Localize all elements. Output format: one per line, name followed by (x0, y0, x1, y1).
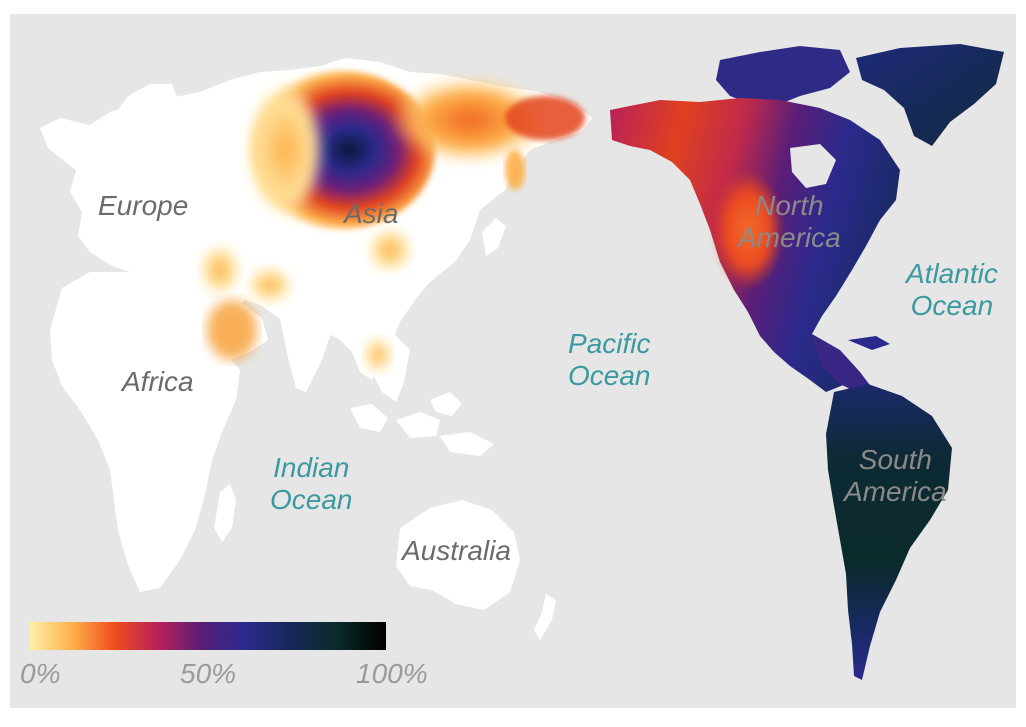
colorbar-tick-max: 100% (356, 658, 428, 689)
label-australia: Australia (402, 535, 511, 566)
label-pacific-ocean: Pacific Ocean (568, 328, 651, 392)
colorbar-gradient (30, 622, 386, 650)
south-america (826, 384, 952, 680)
greenland (856, 44, 1004, 146)
colorbar (30, 622, 386, 650)
na-hot-core (712, 170, 784, 290)
hudson-bay (790, 144, 836, 188)
label-atlantic-ocean: Atlantic Ocean (906, 258, 998, 322)
arctic-islands (716, 46, 850, 104)
colorbar-tick-mid: 50% (180, 658, 237, 689)
label-indian-ocean: Indian Ocean (270, 452, 353, 516)
label-europe: Europe (98, 190, 189, 221)
label-south-america: South America (844, 444, 947, 508)
label-africa: Africa (122, 366, 194, 397)
caribbean (848, 336, 890, 350)
colorbar-tick-min: 0% (20, 658, 61, 689)
label-north-america: North America (738, 190, 841, 254)
central-america (812, 334, 872, 394)
label-asia: Asia (344, 198, 399, 229)
old-world-heat (200, 70, 585, 373)
